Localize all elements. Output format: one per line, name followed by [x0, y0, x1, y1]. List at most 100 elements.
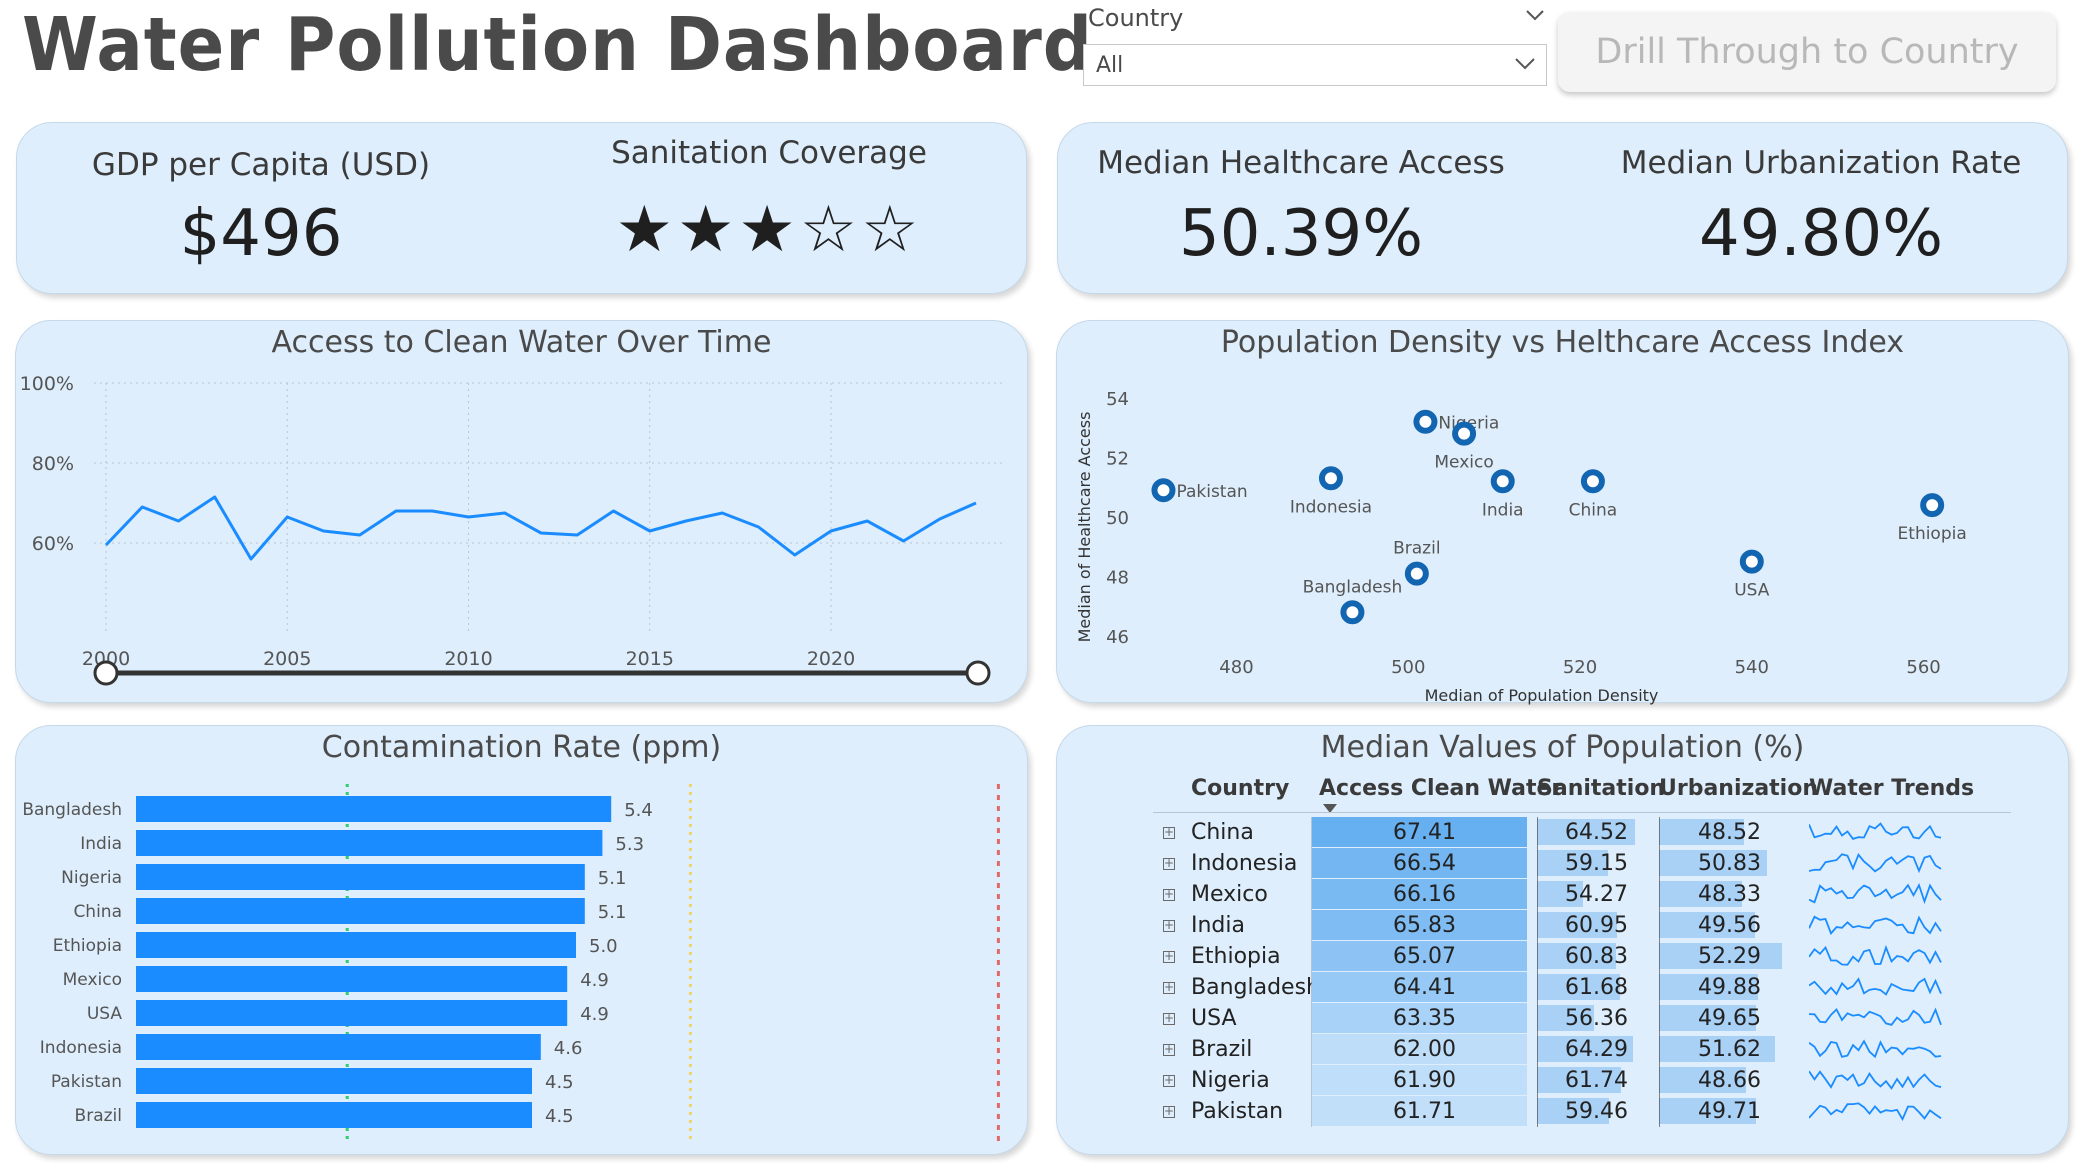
sanitation-databar	[1537, 1098, 1610, 1124]
expand-row-icon[interactable]: +	[1163, 1104, 1175, 1118]
column-header[interactable]: Water Trends	[1809, 776, 1975, 801]
star-filled-icon: ★	[615, 193, 677, 267]
expand-row-icon[interactable]: +	[1163, 949, 1175, 963]
bar-value-label: 5.3	[615, 834, 644, 855]
sparkline-path	[1809, 1039, 1942, 1059]
drill-through-button[interactable]: Drill Through to Country	[1558, 12, 2056, 92]
table-cell-sanitation: 59.46	[1565, 1099, 1628, 1124]
scatter-point	[1318, 466, 1343, 491]
expand-row-icon[interactable]: +	[1163, 887, 1175, 901]
sanitation-databar	[1537, 912, 1617, 938]
column-divider	[1537, 817, 1538, 1127]
expand-row-icon[interactable]: +	[1163, 980, 1175, 994]
table-cell-water: 62.00	[1393, 1037, 1456, 1062]
table-cell-water: 66.54	[1393, 851, 1456, 876]
table-cell-urbanization: 49.88	[1698, 975, 1761, 1000]
expand-row-icon[interactable]: +	[1163, 1073, 1175, 1087]
table-cell-country: India	[1191, 913, 1245, 938]
bar	[136, 932, 576, 958]
bar-category-label: Nigeria	[61, 868, 122, 888]
column-divider	[1311, 817, 1312, 1127]
urbanization-databar	[1659, 1098, 1757, 1124]
sort-descending-icon[interactable]	[1323, 804, 1337, 814]
urbanization-label: Median Urbanization Rate	[1620, 145, 2022, 181]
sparkline-path	[1809, 853, 1942, 874]
table-cell-country: Nigeria	[1191, 1068, 1270, 1093]
table-cell-urbanization: 49.71	[1698, 1099, 1761, 1124]
line-chart-title: Access to Clean Water Over Time	[271, 325, 772, 360]
water-trend-sparkline	[1809, 1102, 1942, 1122]
scatter-point	[1151, 478, 1176, 503]
water-trend-sparkline	[1809, 977, 1942, 996]
sort-arrow-shape	[1323, 804, 1337, 813]
bar	[136, 898, 585, 924]
urbanization-value: 49.80%	[1698, 197, 1944, 271]
point-label: USA	[1734, 581, 1770, 601]
scatter-point	[1404, 561, 1429, 586]
bar-value-label: 4.6	[554, 1038, 583, 1059]
expand-row-icon[interactable]: +	[1163, 856, 1175, 870]
water-trend-sparkline	[1809, 853, 1942, 874]
expand-row-icon[interactable]: +	[1163, 1042, 1175, 1056]
water-cell-background	[1312, 1065, 1527, 1095]
column-header[interactable]: Country	[1191, 776, 1290, 801]
water-trend-sparkline	[1809, 1007, 1942, 1026]
expand-row-icon[interactable]: +	[1163, 1011, 1175, 1025]
column-header[interactable]: Sanitation	[1537, 776, 1666, 801]
scatter-chart: 46 48 50 52 54 480 500 520 540 560 Median of Popul…	[1075, 389, 1967, 705]
bar	[136, 1102, 532, 1128]
table-title: Median Values of Population (%)	[1320, 730, 1805, 765]
x-tick-label: 480	[1219, 657, 1253, 678]
scatter-chart-card: Population Density vs Helthcare Access I…	[1056, 320, 2069, 705]
sparkline-path	[1809, 882, 1942, 905]
table-cell-country: Pakistan	[1191, 1099, 1284, 1124]
water-trend-sparkline	[1809, 1070, 1942, 1090]
urbanization-databar	[1659, 943, 1782, 969]
bar-value-label: 5.1	[598, 902, 627, 923]
point-label: Mexico	[1434, 453, 1493, 473]
scatter-point	[1452, 421, 1477, 446]
urbanization-databar	[1659, 1036, 1776, 1062]
chevron-down-icon[interactable]	[1522, 2, 1548, 28]
median-values-table: Country Access Clean Water Sanitation Urban…	[1057, 726, 2070, 1156]
gdp-label: GDP per Capita (USD)	[91, 147, 431, 183]
year-slider-end-handle[interactable]	[965, 660, 991, 686]
table-cell-urbanization: 52.29	[1698, 944, 1761, 969]
header-divider	[1153, 812, 2011, 813]
sparkline-path	[1809, 1007, 1942, 1026]
scatter-chart-title: Population Density vs Helthcare Access I…	[1220, 325, 1905, 360]
x-tick-label: 2015	[626, 648, 674, 670]
bar-value-label: 5.4	[624, 800, 653, 821]
water-cell-background	[1312, 848, 1527, 878]
point-label: Brazil	[1393, 539, 1440, 559]
gdp-value: $496	[179, 197, 343, 271]
expand-row-icon[interactable]: +	[1163, 918, 1175, 932]
sparkline-path	[1809, 1102, 1942, 1122]
bar-category-label: Pakistan	[51, 1072, 122, 1092]
bar-category-label: Bangladesh	[22, 800, 122, 820]
x-tick-label: 540	[1735, 657, 1769, 678]
point-label: Indonesia	[1290, 497, 1372, 517]
column-header[interactable]: Access Clean Water	[1319, 776, 1563, 801]
bar-category-label: USA	[87, 1004, 123, 1024]
kpi-card-gdp-sanitation: GDP per Capita (USD) $496 Sanitation Cov…	[16, 122, 1027, 294]
table-cell-sanitation: 60.95	[1565, 913, 1628, 938]
point-label: Ethiopia	[1898, 524, 1967, 544]
sanitation-databar	[1537, 974, 1621, 1000]
water-trend-sparkline	[1809, 1039, 1942, 1059]
point-label: China	[1569, 500, 1618, 520]
water-trend-sparkline	[1809, 822, 1942, 840]
country-slicer-dropdown[interactable]: All	[1083, 44, 1547, 86]
urbanization-databar	[1659, 1067, 1746, 1093]
expand-row-icon[interactable]: +	[1163, 825, 1175, 839]
dropdown-chevron-icon[interactable]	[1512, 51, 1538, 77]
star-empty-icon: ☆	[861, 193, 923, 267]
table-cell-country: Indonesia	[1191, 851, 1298, 876]
water-cell-background	[1312, 817, 1527, 847]
column-header[interactable]: Urbanization	[1659, 776, 1818, 801]
year-slider-start-handle[interactable]	[93, 660, 119, 686]
x-tick-label: 2000	[82, 648, 130, 670]
sparkline-path	[1809, 915, 1942, 936]
urbanization-databar	[1659, 819, 1745, 845]
kpi-card-healthcare-urbanization: Median Healthcare Access 50.39% Median U…	[1057, 122, 2068, 294]
